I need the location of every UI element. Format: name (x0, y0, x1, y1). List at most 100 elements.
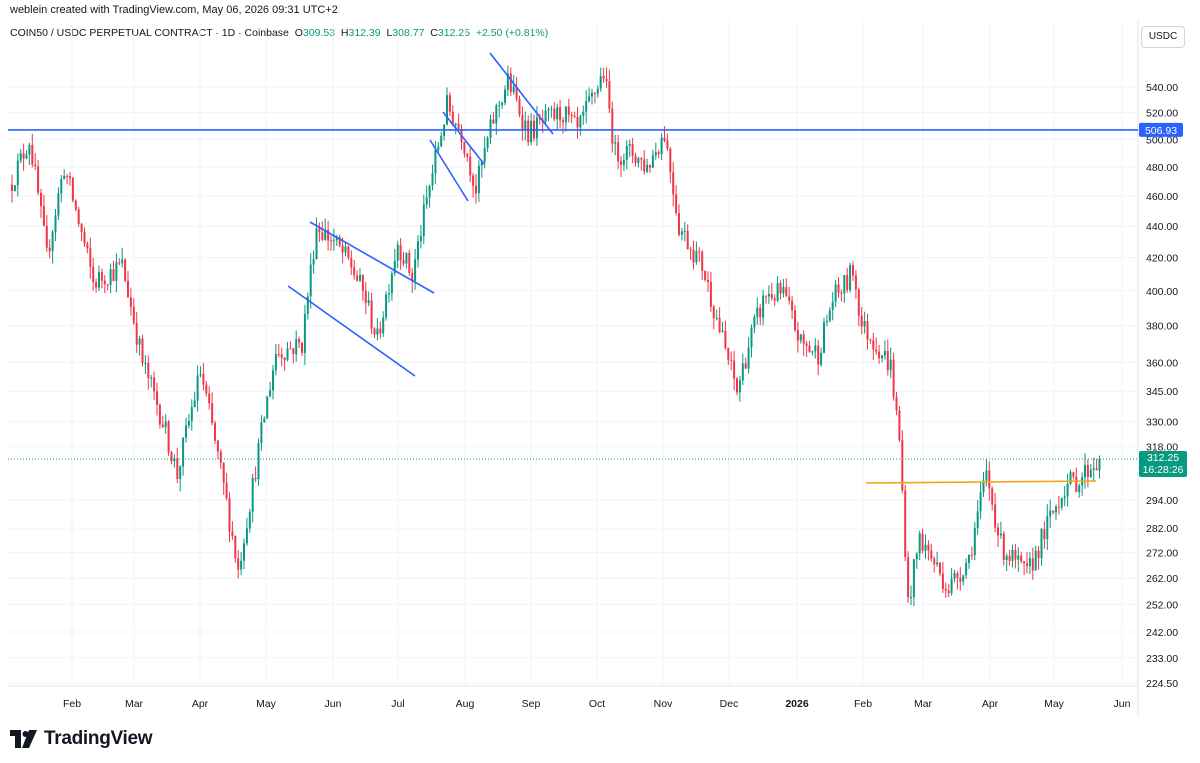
candle (857, 287, 860, 327)
candle (649, 164, 651, 173)
candle (631, 138, 634, 164)
candle-body (231, 531, 234, 536)
time-axis[interactable]: Feb Mar Apr May Jun Jul Aug Sep Oct Nov Dec 2026 Feb… (63, 698, 1131, 710)
candle (83, 227, 86, 248)
candle (692, 240, 695, 270)
candle-body (1078, 485, 1081, 493)
candle-body (730, 359, 733, 361)
candle (408, 249, 411, 276)
candle (237, 549, 240, 579)
candle (1034, 545, 1037, 571)
candle (272, 364, 274, 400)
candle-body (927, 544, 930, 551)
currency-unit-button[interactable]: USDC (1141, 26, 1185, 48)
candle-body (1084, 465, 1086, 478)
candle (701, 250, 704, 281)
flag-line-upper-2[interactable] (442, 111, 485, 165)
candle (234, 535, 237, 563)
candle-body (1066, 483, 1069, 497)
candle-body (881, 355, 883, 359)
candle-body (715, 317, 718, 319)
candle-body (158, 405, 161, 425)
candle-body (823, 322, 825, 353)
candle-body (506, 73, 509, 90)
candle (243, 538, 245, 570)
candle-body (602, 75, 605, 79)
flag-line-3[interactable] (489, 52, 554, 135)
candle (376, 318, 379, 341)
candle (837, 277, 840, 298)
candle-body (828, 310, 831, 321)
candle (472, 172, 475, 198)
candle (651, 149, 654, 169)
candle-body (518, 98, 521, 115)
candle-body (338, 236, 341, 246)
y-tick-label: 242.00 (1146, 627, 1178, 639)
candle-body (129, 297, 132, 307)
price-axis[interactable]: 540.00 520.00 500.00 480.00 460.00 440.00 420.… (1146, 82, 1178, 690)
candle-body (138, 338, 141, 345)
candle (939, 562, 941, 577)
candle (640, 157, 643, 171)
candle (895, 392, 898, 416)
candle-body (701, 251, 704, 271)
candle-body (173, 458, 176, 462)
candle (933, 556, 936, 573)
candle-body (1005, 555, 1008, 560)
candle-body (367, 300, 370, 304)
candle (695, 241, 698, 265)
candle-body (744, 363, 747, 369)
candle-body (440, 135, 443, 147)
candle (796, 321, 799, 353)
candle-body (614, 142, 617, 144)
candle (570, 111, 573, 124)
y-tick-label: 272.00 (1146, 548, 1178, 560)
candle (222, 462, 225, 495)
candle-body (950, 578, 953, 594)
candle-body (187, 420, 190, 426)
candle (324, 218, 327, 241)
candle (973, 522, 976, 561)
flag-line-upper-1[interactable] (309, 221, 435, 294)
candle-body (727, 347, 730, 360)
flag-line-lower-2[interactable] (429, 139, 469, 202)
candle-body (724, 330, 727, 348)
candle-body (451, 111, 454, 126)
candle (643, 150, 646, 175)
candle-body (106, 284, 109, 286)
candle-body (921, 533, 924, 551)
candle (953, 569, 956, 583)
symbol-name[interactable]: COIN50 / USDC PERPETUAL CONTRACT · 1D · … (10, 27, 289, 39)
brand-name: TradingView (44, 728, 153, 749)
candle (463, 141, 466, 158)
candle (295, 330, 298, 362)
candle (846, 268, 849, 293)
candle (1063, 486, 1066, 507)
candle-body (692, 249, 695, 263)
footer-brand[interactable]: TradingView (10, 728, 153, 750)
candle (1066, 473, 1069, 507)
candle (770, 282, 773, 301)
candle (431, 164, 434, 191)
change-value: +2.50 (+0.81%) (475, 27, 549, 39)
candle-body (1031, 558, 1034, 571)
candle (799, 333, 802, 344)
candle (881, 355, 883, 363)
candle-body (80, 223, 83, 233)
flag-line-lower-1[interactable] (287, 285, 416, 377)
support-line[interactable] (865, 480, 1097, 484)
candle-body (1002, 533, 1005, 560)
candle (521, 106, 524, 141)
candle (573, 111, 576, 119)
candle-body (788, 296, 791, 301)
candle-body (968, 555, 970, 563)
candle (918, 530, 921, 561)
candle-body (750, 327, 753, 348)
candle-body (544, 110, 547, 122)
candle-body (599, 75, 602, 89)
candle (269, 381, 272, 397)
candle-body (422, 204, 425, 237)
candle-body (303, 313, 306, 353)
candle-body (535, 117, 538, 139)
